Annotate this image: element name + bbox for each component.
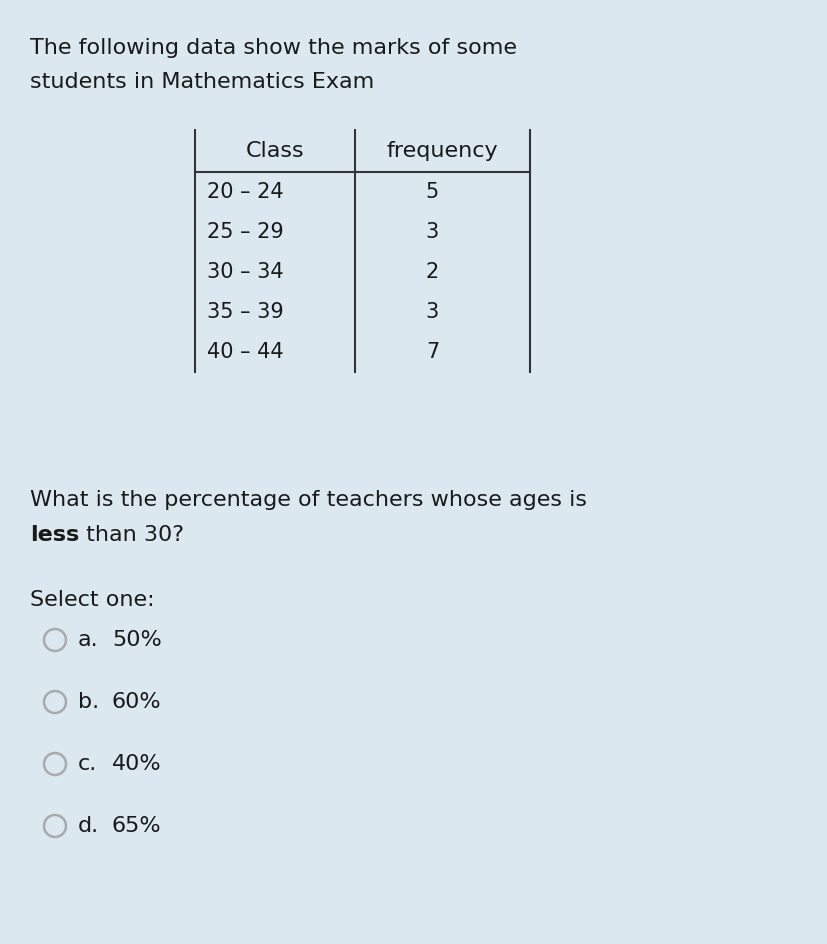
Text: 5: 5 [425,182,438,202]
Text: 7: 7 [425,342,438,362]
Text: students in Mathematics Exam: students in Mathematics Exam [30,72,374,92]
Text: d.: d. [78,816,99,836]
Text: Select one:: Select one: [30,590,155,610]
Text: than 30?: than 30? [79,525,184,545]
Text: 3: 3 [425,222,438,242]
Text: c.: c. [78,754,97,774]
Text: b.: b. [78,692,99,712]
Text: The following data show the marks of some: The following data show the marks of som… [30,38,516,58]
Text: 60%: 60% [112,692,161,712]
Text: 20 – 24: 20 – 24 [207,182,284,202]
Text: What is the percentage of teachers whose ages is: What is the percentage of teachers whose… [30,490,586,510]
Text: less: less [30,525,79,545]
Text: 65%: 65% [112,816,161,836]
Text: 50%: 50% [112,630,161,650]
Text: 2: 2 [425,262,438,282]
Text: 3: 3 [425,302,438,322]
Text: 35 – 39: 35 – 39 [207,302,284,322]
Text: Class: Class [246,141,304,161]
Text: 25 – 29: 25 – 29 [207,222,284,242]
Text: 40 – 44: 40 – 44 [207,342,284,362]
Text: a.: a. [78,630,98,650]
Text: frequency: frequency [386,141,498,161]
Text: 30 – 34: 30 – 34 [207,262,284,282]
Text: 40%: 40% [112,754,161,774]
